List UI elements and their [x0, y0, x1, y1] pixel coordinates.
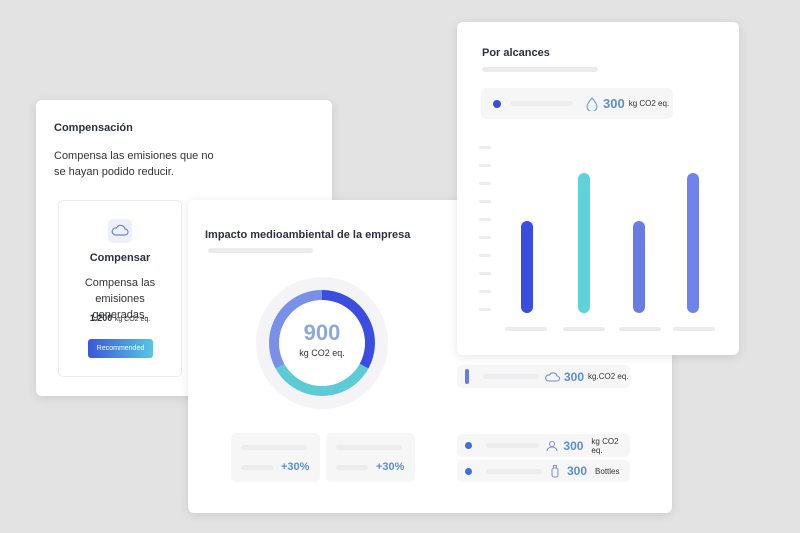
- row-unit: kg CO2 eq.: [591, 436, 619, 455]
- decoration: [545, 371, 561, 382]
- stat-box: +30%: [231, 433, 320, 482]
- decoration: [479, 218, 491, 221]
- decoration: [321, 290, 375, 369]
- highlight-value: 300: [603, 96, 625, 111]
- recommended-badge[interactable]: Recommended: [88, 339, 153, 358]
- placeholder: [336, 465, 368, 470]
- decoration: [479, 200, 491, 203]
- decoration: [479, 182, 491, 185]
- decoration: [551, 464, 559, 477]
- card-description: Compensa las emisiones que no se hayan p…: [54, 150, 214, 178]
- total-unit: kg CO2 eq.: [299, 348, 345, 358]
- decoration: [479, 272, 491, 275]
- stat-value: +30%: [281, 461, 310, 473]
- card-title: Por alcances: [482, 47, 550, 59]
- decoration: [521, 221, 533, 313]
- row-value: 300: [563, 438, 584, 453]
- highlight-row: 300 kg CO2 eq.: [481, 88, 673, 119]
- row-unit: kg.CO2 eq.: [588, 372, 629, 381]
- placeholder: [336, 445, 402, 450]
- stat-value: +30%: [376, 461, 405, 473]
- row-value: 300: [564, 369, 585, 384]
- option-title: Compensar: [89, 252, 151, 264]
- placeholder: [482, 67, 598, 72]
- decoration: [553, 464, 557, 468]
- stat-box: +30%: [326, 433, 415, 482]
- decoration: [586, 96, 598, 111]
- decoration: [108, 219, 132, 243]
- decoration: [486, 468, 542, 474]
- option-amount-row: 1.200 kg CO2 eq.: [59, 313, 181, 323]
- placeholder: [241, 445, 307, 450]
- row-unit: Bottles: [595, 466, 620, 476]
- decoration: [465, 467, 472, 475]
- decoration: [545, 371, 561, 382]
- decoration: [479, 164, 491, 167]
- decoration: [578, 173, 590, 313]
- decoration: [479, 146, 491, 149]
- bar-illustration: [479, 146, 715, 331]
- donut: [256, 277, 388, 409]
- decoration: [483, 374, 539, 379]
- decoration: [551, 467, 559, 477]
- decoration: [479, 236, 491, 239]
- decoration: [493, 99, 501, 108]
- decoration: [465, 369, 469, 384]
- side-row: 300 kg.CO2 eq.: [457, 365, 630, 388]
- cloud-icon: [108, 219, 132, 243]
- option-description: Compensa las emisiones generadas.: [84, 277, 156, 321]
- decoration: [563, 327, 605, 331]
- side-row: 300 Bottles: [457, 460, 630, 482]
- decoration: [673, 327, 715, 331]
- option-box: Compensar Compensa las emisiones generad…: [58, 200, 182, 377]
- decoration: [633, 221, 645, 313]
- decoration: [479, 308, 491, 311]
- decoration: [485, 443, 540, 448]
- card-title: Compensación: [54, 122, 133, 134]
- card-title: Impacto medioambiental de la empresa: [205, 229, 411, 241]
- decoration: [279, 300, 365, 386]
- decoration: [479, 290, 491, 293]
- decoration: [546, 446, 558, 451]
- highlight-unit: kg CO2 eq.: [628, 99, 670, 108]
- decoration: [549, 440, 556, 447]
- decoration: [269, 290, 323, 369]
- row-value: 300: [567, 464, 588, 478]
- scopes-card: Por alcances 300 kg CO2 eq.: [457, 22, 739, 355]
- option-amount: 1.200: [89, 313, 113, 323]
- decoration: [505, 327, 547, 331]
- decoration: [111, 224, 129, 236]
- decoration: [619, 327, 661, 331]
- decoration: [479, 254, 491, 257]
- placeholder: [208, 248, 313, 253]
- decoration: [586, 96, 598, 111]
- decoration: [511, 101, 573, 106]
- side-row: 300 kg CO2 eq.: [457, 434, 630, 457]
- placeholder: [241, 465, 273, 470]
- option-unit: kg CO2 eq.: [114, 316, 151, 323]
- decoration: [479, 146, 715, 331]
- total-value: 900: [303, 320, 341, 345]
- decoration: [465, 442, 472, 449]
- decoration: [687, 173, 699, 313]
- decoration: [546, 440, 558, 451]
